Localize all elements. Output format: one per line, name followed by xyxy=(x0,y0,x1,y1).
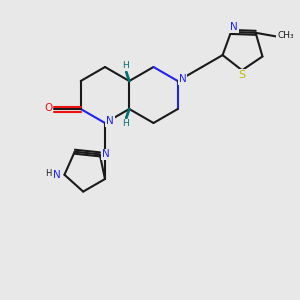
Text: N: N xyxy=(52,170,60,180)
Text: H: H xyxy=(122,119,129,128)
Text: S: S xyxy=(238,70,246,80)
Text: O: O xyxy=(44,103,52,113)
Text: N: N xyxy=(106,116,114,126)
Text: H: H xyxy=(45,169,52,178)
Text: H: H xyxy=(122,61,129,70)
Text: N: N xyxy=(102,149,110,159)
Text: N: N xyxy=(179,74,187,84)
Text: CH₃: CH₃ xyxy=(277,31,294,40)
Text: N: N xyxy=(230,22,238,32)
